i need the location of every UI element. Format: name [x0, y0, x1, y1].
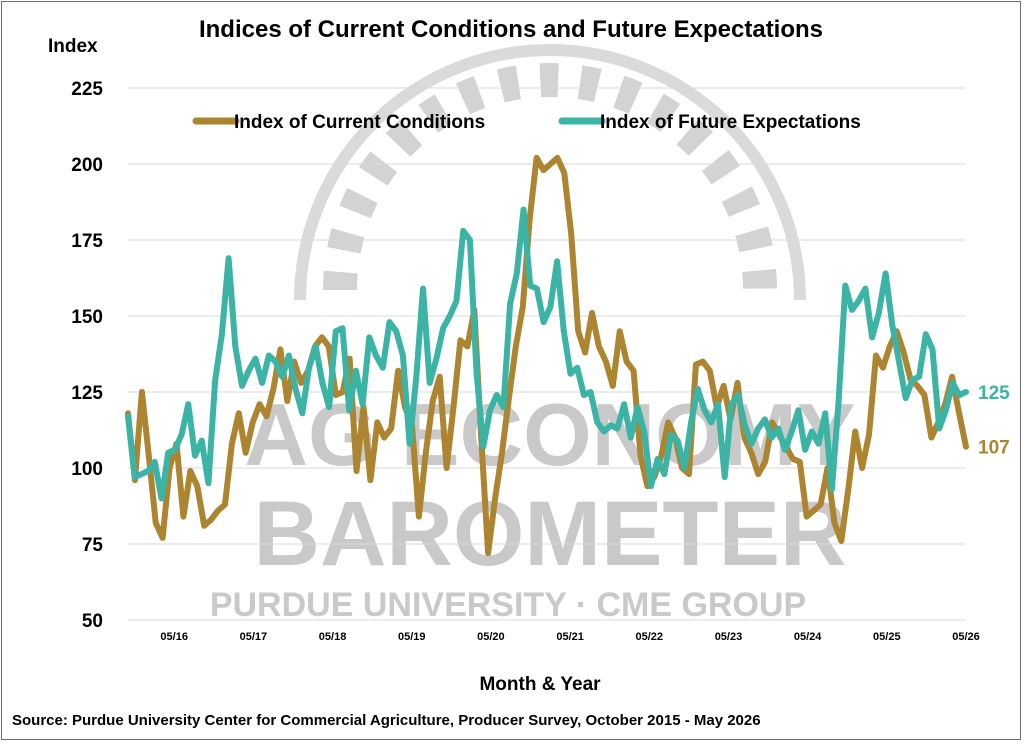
x-tick-label: 05/23	[715, 631, 743, 643]
y-tick-label: 200	[71, 155, 103, 176]
clock-ring	[294, 44, 806, 301]
x-axis-title: Month & Year	[479, 674, 601, 695]
x-tick-label: 05/26	[952, 631, 980, 643]
source-note: Source: Purdue University Center for Com…	[12, 712, 761, 729]
legend-label-0: Index of Current Conditions	[234, 112, 485, 133]
x-tick-label: 05/20	[477, 631, 505, 643]
y-axis-title: Index	[48, 36, 98, 57]
y-tick-label: 125	[71, 383, 103, 404]
x-tick-label: 05/17	[240, 631, 268, 643]
series-line-0	[125, 154, 969, 557]
y-tick-label: 100	[71, 459, 103, 480]
watermark-line3: PURDUE UNIVERSITY · CME GROUP	[210, 586, 806, 624]
x-tick-labels: 05/16 05/17 05/18 05/19 05/20 05/21 05/22 05/23…	[160, 631, 979, 643]
y-tick-labels: 50 75 100 125 150 175 200 225	[71, 79, 103, 632]
x-tick-label: 05/25	[873, 631, 901, 643]
series-lines	[125, 154, 969, 557]
x-tick-label: 05/22	[636, 631, 664, 643]
end-labels: 107 125	[978, 383, 1010, 459]
watermark-line2: BAROMETER	[254, 483, 847, 585]
legend: Index of Current Conditions Index of Futu…	[192, 112, 861, 133]
x-tick-label: 05/19	[398, 631, 426, 643]
y-tick-label: 225	[71, 79, 103, 100]
x-tick-label: 05/16	[160, 631, 188, 643]
y-tick-label: 175	[71, 231, 103, 252]
y-tick-label: 150	[71, 307, 103, 328]
legend-label-1: Index of Future Expectations	[600, 112, 861, 133]
y-tick-label: 50	[82, 611, 103, 632]
series-end-label-1: 125	[978, 383, 1010, 404]
series-line-1	[125, 206, 969, 502]
series-end-label-0: 107	[978, 438, 1010, 459]
x-tick-label: 05/24	[794, 631, 822, 643]
watermark: AG ECONOMY BAROMETER PURDUE UNIVERSITY ·…	[210, 44, 856, 624]
x-tick-label: 05/18	[319, 631, 347, 643]
y-tick-label: 75	[82, 535, 104, 556]
x-tick-label: 05/21	[556, 631, 584, 643]
chart-title: Indices of Current Conditions and Future…	[198, 16, 824, 43]
